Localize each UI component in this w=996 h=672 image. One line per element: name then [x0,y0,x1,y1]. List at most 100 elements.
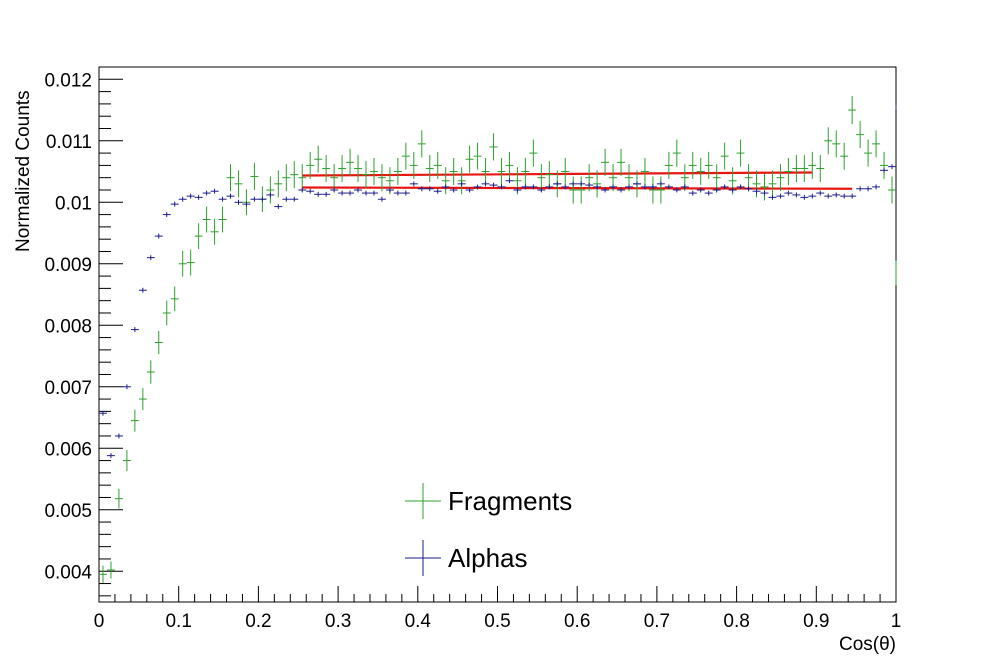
data-point [338,154,347,182]
data-point [625,184,633,190]
data-point [138,388,147,411]
data-point [832,130,841,158]
data-point [226,164,235,192]
data-point [489,133,498,161]
data-point [298,187,307,193]
data-point [465,187,474,193]
data-point [274,170,283,198]
data-point [712,164,721,192]
data-point [99,565,107,583]
data-point [800,154,809,182]
data-point [505,151,514,179]
data-point [664,184,673,190]
data-point [792,192,801,198]
legend-label-fragments: Fragments [448,486,572,516]
data-point [489,182,498,188]
data-point [226,193,235,199]
data-point [696,158,705,186]
data-point [362,161,370,189]
data-point [346,190,355,196]
data-point [417,186,426,192]
data-series [99,95,897,583]
axis-ticks [98,66,897,602]
data-point [362,190,370,196]
y-tick-label: 0.009 [44,255,92,276]
data-point [537,187,546,193]
data-point [784,158,793,186]
data-point [545,184,554,190]
data-point [449,187,458,193]
data-point [250,196,259,202]
data-point [720,142,729,170]
data-point [545,161,554,189]
data-point [314,191,323,197]
data-point [848,193,857,199]
data-point [210,218,219,245]
data-point [114,433,123,439]
data-point [776,164,785,192]
data-point [330,187,339,193]
legend-item-fragments: Fragments [405,483,572,519]
fit-lines [302,171,853,190]
data-point [497,158,506,186]
data-point [154,233,163,239]
data-point [282,164,291,192]
legend-label-alphas: Alphas [448,543,528,573]
data-point [473,142,482,170]
data-point [290,161,299,189]
data-point [712,187,721,193]
data-point [425,154,434,182]
data-point [816,154,825,182]
data-point [832,192,841,198]
data-point [99,410,107,416]
y-tick-label: 0.004 [44,562,92,583]
data-point [632,181,641,187]
data-point [704,190,713,196]
data-point [776,193,785,199]
x-tick-label: 0.2 [245,611,271,632]
fit-line [302,186,853,190]
data-point [393,158,402,186]
data-point [808,193,817,199]
y-tick-label: 0.01 [55,193,92,214]
data-point [529,139,538,167]
y-axis-title: Normalized Counts [13,90,34,252]
data-point [385,187,394,193]
data-point [210,188,219,194]
data-point [648,176,657,204]
data-point [186,249,195,276]
data-point [106,561,115,579]
data-point [824,193,833,199]
data-point [744,186,753,192]
data-point [465,145,474,173]
data-point [593,170,602,198]
data-point [521,158,530,186]
data-point [688,190,697,196]
x-tick-label: 0.5 [484,611,510,632]
data-point [880,167,889,173]
data-point [306,188,315,194]
x-tick-label: 0.9 [803,611,829,632]
data-point [800,194,809,200]
data-point [170,286,179,312]
data-point [218,196,227,202]
y-tick-label: 0.011 [46,132,92,153]
x-tick-label: 0.4 [405,611,432,632]
data-point [338,190,347,196]
data-point [114,488,123,509]
data-point [409,181,418,187]
data-point [505,178,514,184]
data-point [888,176,896,204]
data-point [290,196,299,202]
data-point [266,192,275,198]
y-tick-label: 0.005 [44,501,92,522]
data-point [130,327,139,333]
data-point [162,212,171,218]
data-point [640,184,649,190]
data-point [369,158,378,186]
data-point [298,164,307,192]
data-point [720,184,729,190]
data-point [393,190,402,196]
x-axis-title: Cos(θ) [839,634,896,655]
